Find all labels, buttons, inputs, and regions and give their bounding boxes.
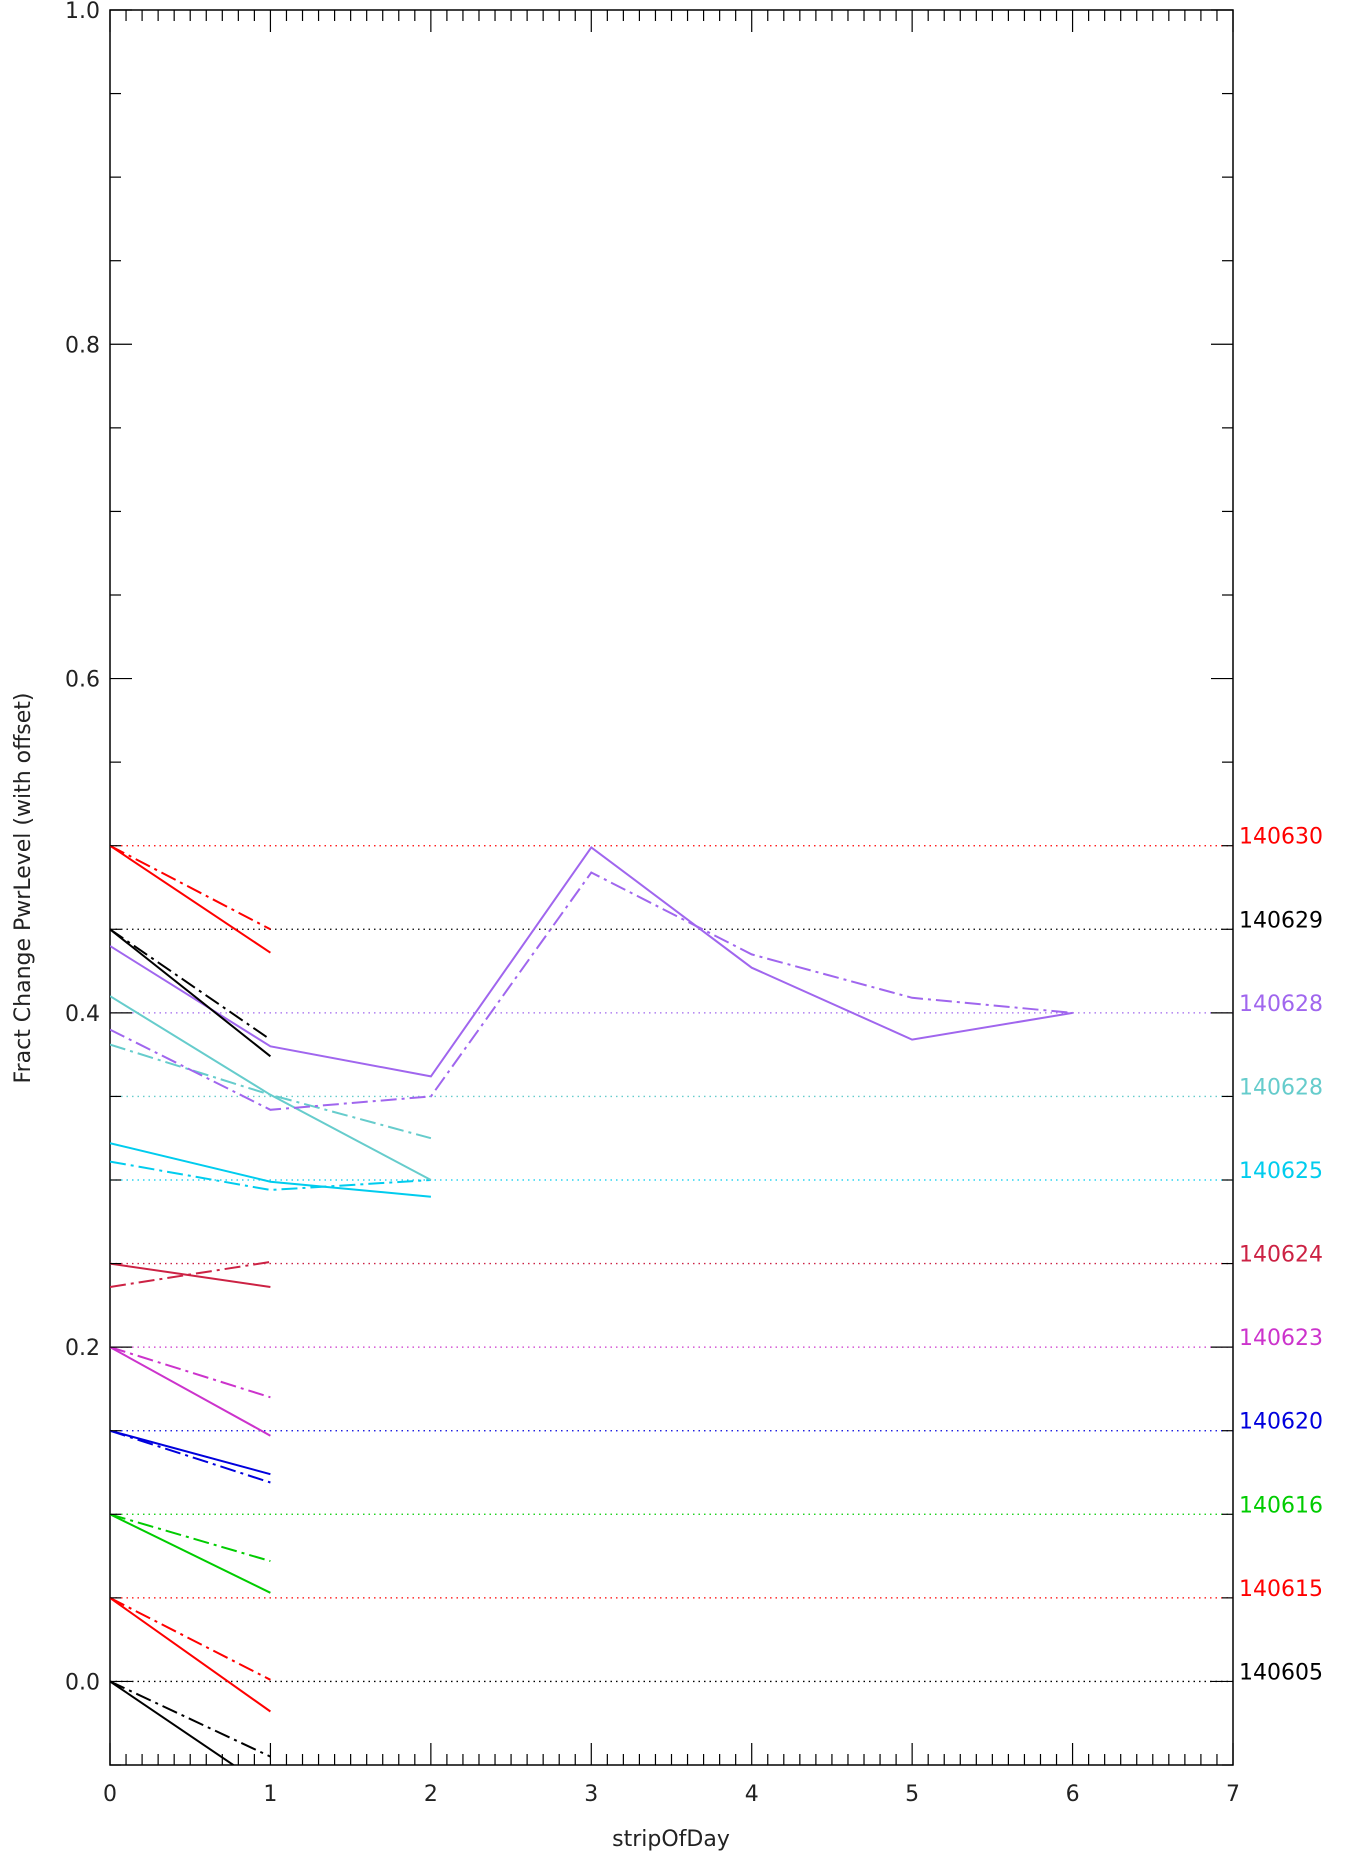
- x-tick-label: 3: [584, 1782, 598, 1807]
- day-label: 140623: [1239, 1326, 1323, 1351]
- series-line-dashdot: [110, 1043, 432, 1140]
- y-tick-label: 0.4: [65, 1002, 100, 1027]
- day-label: 140616: [1239, 1493, 1323, 1518]
- series-line-dashdot: [110, 1346, 271, 1399]
- ticks-layer: 0 1 2 3 4 5 6 7 0.0 0.2 0.4 0.6 0.8 1.0: [65, 0, 1240, 1807]
- day-label: 140615: [1239, 1577, 1323, 1602]
- series-line-dashdot: [110, 871, 1073, 1111]
- day-label: 140620: [1239, 1410, 1323, 1435]
- x-tick-label: 6: [1066, 1782, 1080, 1807]
- y-tick-label: 0.6: [65, 668, 100, 693]
- series-line-solid: [110, 1680, 236, 1765]
- series-line-dashdot: [110, 1160, 431, 1192]
- day-label: 140629: [1239, 908, 1323, 933]
- day-label: 140628: [1239, 992, 1323, 1017]
- y-tick-label: 1.0: [65, 0, 100, 24]
- day-label: 140625: [1239, 1159, 1323, 1184]
- x-tick-label: 7: [1226, 1782, 1240, 1807]
- day-labels: 140605 140615 140616 140620 140623 140624 1406…: [1239, 825, 1323, 1686]
- x-tick-label: 5: [905, 1782, 919, 1807]
- series-line-solid: [110, 1513, 271, 1594]
- reference-lines: [110, 845, 1233, 1683]
- day-label: 140605: [1239, 1660, 1323, 1685]
- x-tick-label: 1: [263, 1782, 277, 1807]
- series-line-solid: [110, 844, 271, 954]
- y-tick-label: 0.8: [65, 333, 100, 358]
- series-line-dashdot: [110, 1680, 271, 1758]
- y-tick-label: 0.2: [65, 1336, 100, 1361]
- x-axis-title: stripOfDay: [612, 1827, 730, 1852]
- series-line-dashdot: [110, 844, 271, 931]
- y-axis-title: Fract Change PwrLevel (with offset): [11, 693, 36, 1084]
- day-label: 140624: [1239, 1243, 1323, 1268]
- series-line-dashdot: [110, 1429, 271, 1484]
- series-line-solid: [110, 1597, 271, 1713]
- series-line-solid: [110, 1142, 431, 1198]
- series-line-dashdot: [110, 1513, 271, 1563]
- series-line-solid: [110, 995, 432, 1181]
- y-tick-label: 0.0: [65, 1670, 100, 1695]
- series-line-solid: [110, 1429, 271, 1476]
- series-line-solid: [110, 845, 1073, 1078]
- x-tick-label: 4: [745, 1782, 759, 1807]
- day-label: 140628: [1239, 1075, 1323, 1100]
- day-label: 140630: [1239, 825, 1323, 850]
- series-line-dashdot: [110, 1597, 271, 1681]
- plot-frame: [109, 9, 1234, 1766]
- x-tick-label: 0: [103, 1782, 117, 1807]
- series-line-dashdot: [110, 928, 271, 1041]
- series-line-dashdot: [110, 1260, 271, 1288]
- x-tick-label: 2: [424, 1782, 438, 1807]
- series-line-solid: [110, 1346, 271, 1437]
- series-line-solid: [110, 928, 272, 1058]
- series-layer: [110, 844, 1073, 1765]
